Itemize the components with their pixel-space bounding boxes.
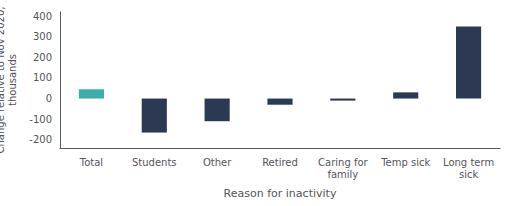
svg-text:Retired: Retired [262, 157, 298, 168]
svg-text:-200: -200 [29, 134, 52, 145]
svg-text:family: family [327, 169, 358, 180]
svg-text:Students: Students [132, 157, 177, 168]
svg-text:Caring for: Caring for [318, 157, 369, 168]
svg-text:300: 300 [33, 31, 52, 42]
svg-text:100: 100 [33, 72, 52, 83]
svg-text:Total: Total [79, 157, 103, 168]
svg-text:-100: -100 [29, 114, 52, 125]
svg-text:Long term: Long term [443, 157, 494, 168]
svg-text:400: 400 [33, 11, 52, 22]
svg-text:Reason for inactivity: Reason for inactivity [224, 187, 337, 200]
svg-text:thousands: thousands [7, 54, 18, 106]
svg-text:Other: Other [203, 157, 232, 168]
svg-text:sick: sick [459, 169, 478, 180]
svg-text:Temp sick: Temp sick [380, 157, 430, 168]
svg-text:0: 0 [46, 93, 52, 104]
svg-text:200: 200 [33, 52, 52, 63]
svg-text:Change relative to Nov 2020,: Change relative to Nov 2020, [0, 7, 6, 154]
